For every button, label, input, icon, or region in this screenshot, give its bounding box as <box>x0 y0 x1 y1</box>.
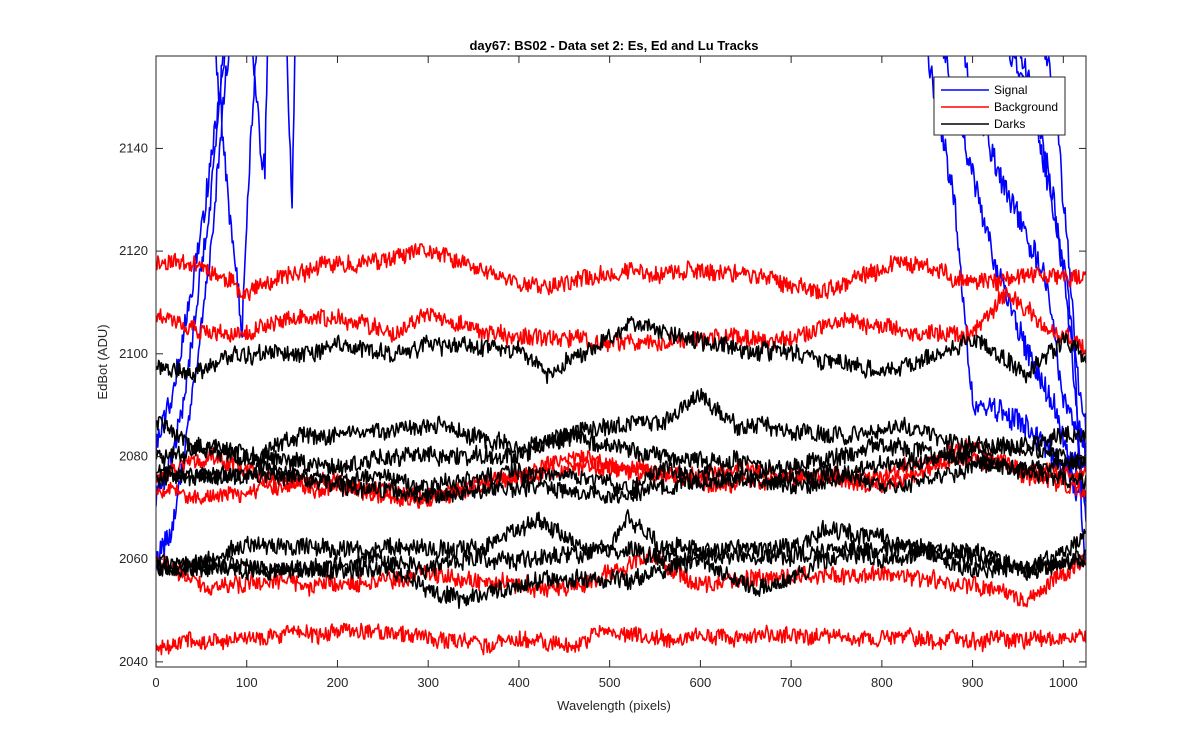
series-line-darks-19 <box>156 388 1086 467</box>
series-line-signal-4 <box>252 56 269 180</box>
legend-signal-label: Signal <box>994 83 1027 97</box>
series-line-background-16 <box>156 546 1086 608</box>
legend-background-label: Background <box>994 100 1058 114</box>
series-line-signal-2 <box>156 56 226 453</box>
series-line-darks-20 <box>156 425 1086 477</box>
x-tick-label: 400 <box>508 675 530 690</box>
x-tick-label: 900 <box>962 675 984 690</box>
y-axis-label: EdBot (ADU) <box>95 324 110 399</box>
series-line-background-13 <box>156 286 1086 356</box>
series-line-background-17 <box>156 622 1086 656</box>
series-line-darks-21 <box>156 446 1086 496</box>
series-line-signal-5 <box>286 56 296 209</box>
x-axis-label: Wavelength (pixels) <box>557 698 671 713</box>
x-tick-label: 1000 <box>1049 675 1078 690</box>
tick-layer: 0 100 200 300 400 500 600 700 800 900 1000 2040 2060… <box>119 56 1086 690</box>
y-tick-label: 2080 <box>119 448 148 463</box>
series-line-darks-18 <box>156 316 1086 385</box>
chart-title: day67: BS02 - Data set 2: Es, Ed and Lu … <box>469 38 758 53</box>
series-line-background-12 <box>156 243 1086 302</box>
x-tick-label: 100 <box>236 675 258 690</box>
x-tick-label: 700 <box>780 675 802 690</box>
legend: Signal Background Darks <box>933 76 1066 136</box>
series-line-darks-25 <box>156 509 1086 581</box>
legend-box <box>933 76 1066 136</box>
x-tick-label: 300 <box>417 675 439 690</box>
x-tick-label: 600 <box>690 675 712 690</box>
y-tick-label: 2120 <box>119 243 148 258</box>
x-tick-label: 500 <box>599 675 621 690</box>
series-line-darks-22 <box>156 454 1086 504</box>
legend-darks-label: Darks <box>994 117 1025 131</box>
y-tick-label: 2060 <box>119 551 148 566</box>
series-line-darks-23 <box>156 511 1086 581</box>
y-tick-label: 2100 <box>119 346 148 361</box>
x-tick-label: 200 <box>327 675 349 690</box>
x-tick-label: 0 <box>152 675 159 690</box>
plot-frame <box>155 55 1087 668</box>
x-tick-label: 800 <box>871 675 893 690</box>
y-tick-label: 2140 <box>119 140 148 155</box>
y-tick-label: 2040 <box>119 654 148 669</box>
